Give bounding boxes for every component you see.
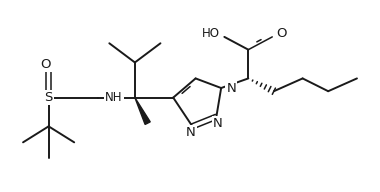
- Text: N: N: [226, 82, 236, 94]
- Text: N: N: [213, 117, 223, 130]
- Text: O: O: [40, 58, 51, 71]
- Text: NH: NH: [105, 91, 123, 104]
- Text: S: S: [44, 91, 53, 104]
- Text: O: O: [276, 27, 287, 40]
- Polygon shape: [135, 98, 150, 124]
- Text: N: N: [186, 126, 196, 139]
- Text: HO: HO: [203, 27, 220, 40]
